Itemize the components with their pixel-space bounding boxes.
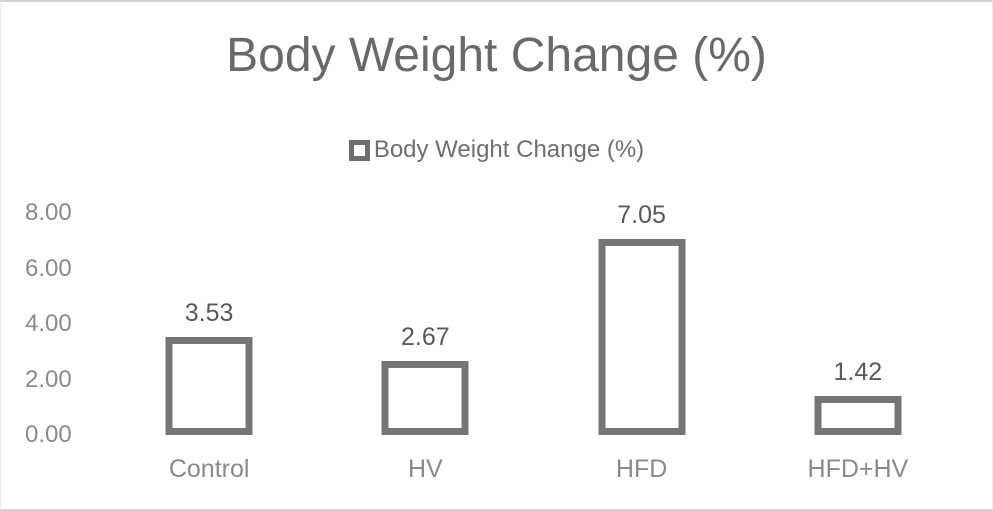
bar-group: 7.05 HFD xyxy=(534,201,750,483)
chart-legend: Body Weight Change (%) xyxy=(1,136,992,164)
y-axis-tick-label: 6.00 xyxy=(25,254,72,282)
bar-value-label: 7.05 xyxy=(617,201,666,230)
category-label: Control xyxy=(168,455,250,483)
y-axis-tick-label: 2.00 xyxy=(25,365,72,393)
category-label: HFD xyxy=(615,455,668,483)
chart-title: Body Weight Change (%) xyxy=(226,29,767,82)
legend-label: Body Weight Change (%) xyxy=(373,136,645,163)
category-label: HV xyxy=(408,455,443,483)
plot-area: 3.53 Control 2.67 HV 7.05 HFD 1.42 HFD+HV xyxy=(101,201,966,483)
bar-value-label: 3.53 xyxy=(184,299,234,328)
bar-value-label: 2.67 xyxy=(401,322,450,351)
y-axis-tick-label: 0.00 xyxy=(25,421,72,448)
y-axis-tick-label: 4.00 xyxy=(25,310,72,337)
bar-group: 1.42 HFD+HV xyxy=(750,213,966,483)
bar xyxy=(381,360,469,435)
category-label: HFD+HV xyxy=(807,455,909,483)
legend-square-icon xyxy=(348,139,370,161)
bar xyxy=(814,395,902,435)
bar xyxy=(165,337,253,435)
bar-group: 2.67 HV xyxy=(317,213,533,483)
bar-group: 3.53 Control xyxy=(101,213,317,483)
bar-value-label: 1.42 xyxy=(833,357,883,386)
bar xyxy=(598,239,686,435)
y-axis-tick-label: 8.00 xyxy=(25,199,72,226)
